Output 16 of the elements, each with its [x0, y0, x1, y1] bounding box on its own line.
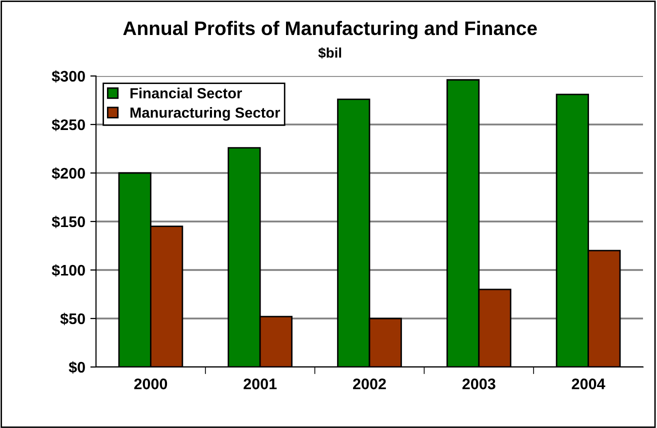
y-tick-label: $50: [60, 312, 85, 326]
y-tick-label: $150: [52, 216, 85, 228]
x-tick-label: 2001: [244, 378, 277, 390]
y-tick-label: $100: [52, 264, 85, 277]
x-tick-label: 2004: [572, 378, 606, 390]
y-tick-label: $200: [52, 167, 85, 180]
legend-label: Financial Sector: [130, 88, 242, 98]
chart-subtitle: $bil: [318, 47, 342, 59]
x-tick-label: 2000: [134, 378, 168, 390]
x-tick-label: 2003: [462, 378, 496, 390]
x-tick-label: 2002: [353, 378, 386, 390]
legend-label: Manuracturing Sector: [130, 107, 280, 121]
y-tick-label: $250: [52, 118, 85, 132]
y-tick-label: $0: [68, 361, 85, 374]
chart-title: Annual Profits of Manufacturing and Finance: [123, 20, 537, 40]
y-tick-label: $300: [52, 70, 85, 83]
